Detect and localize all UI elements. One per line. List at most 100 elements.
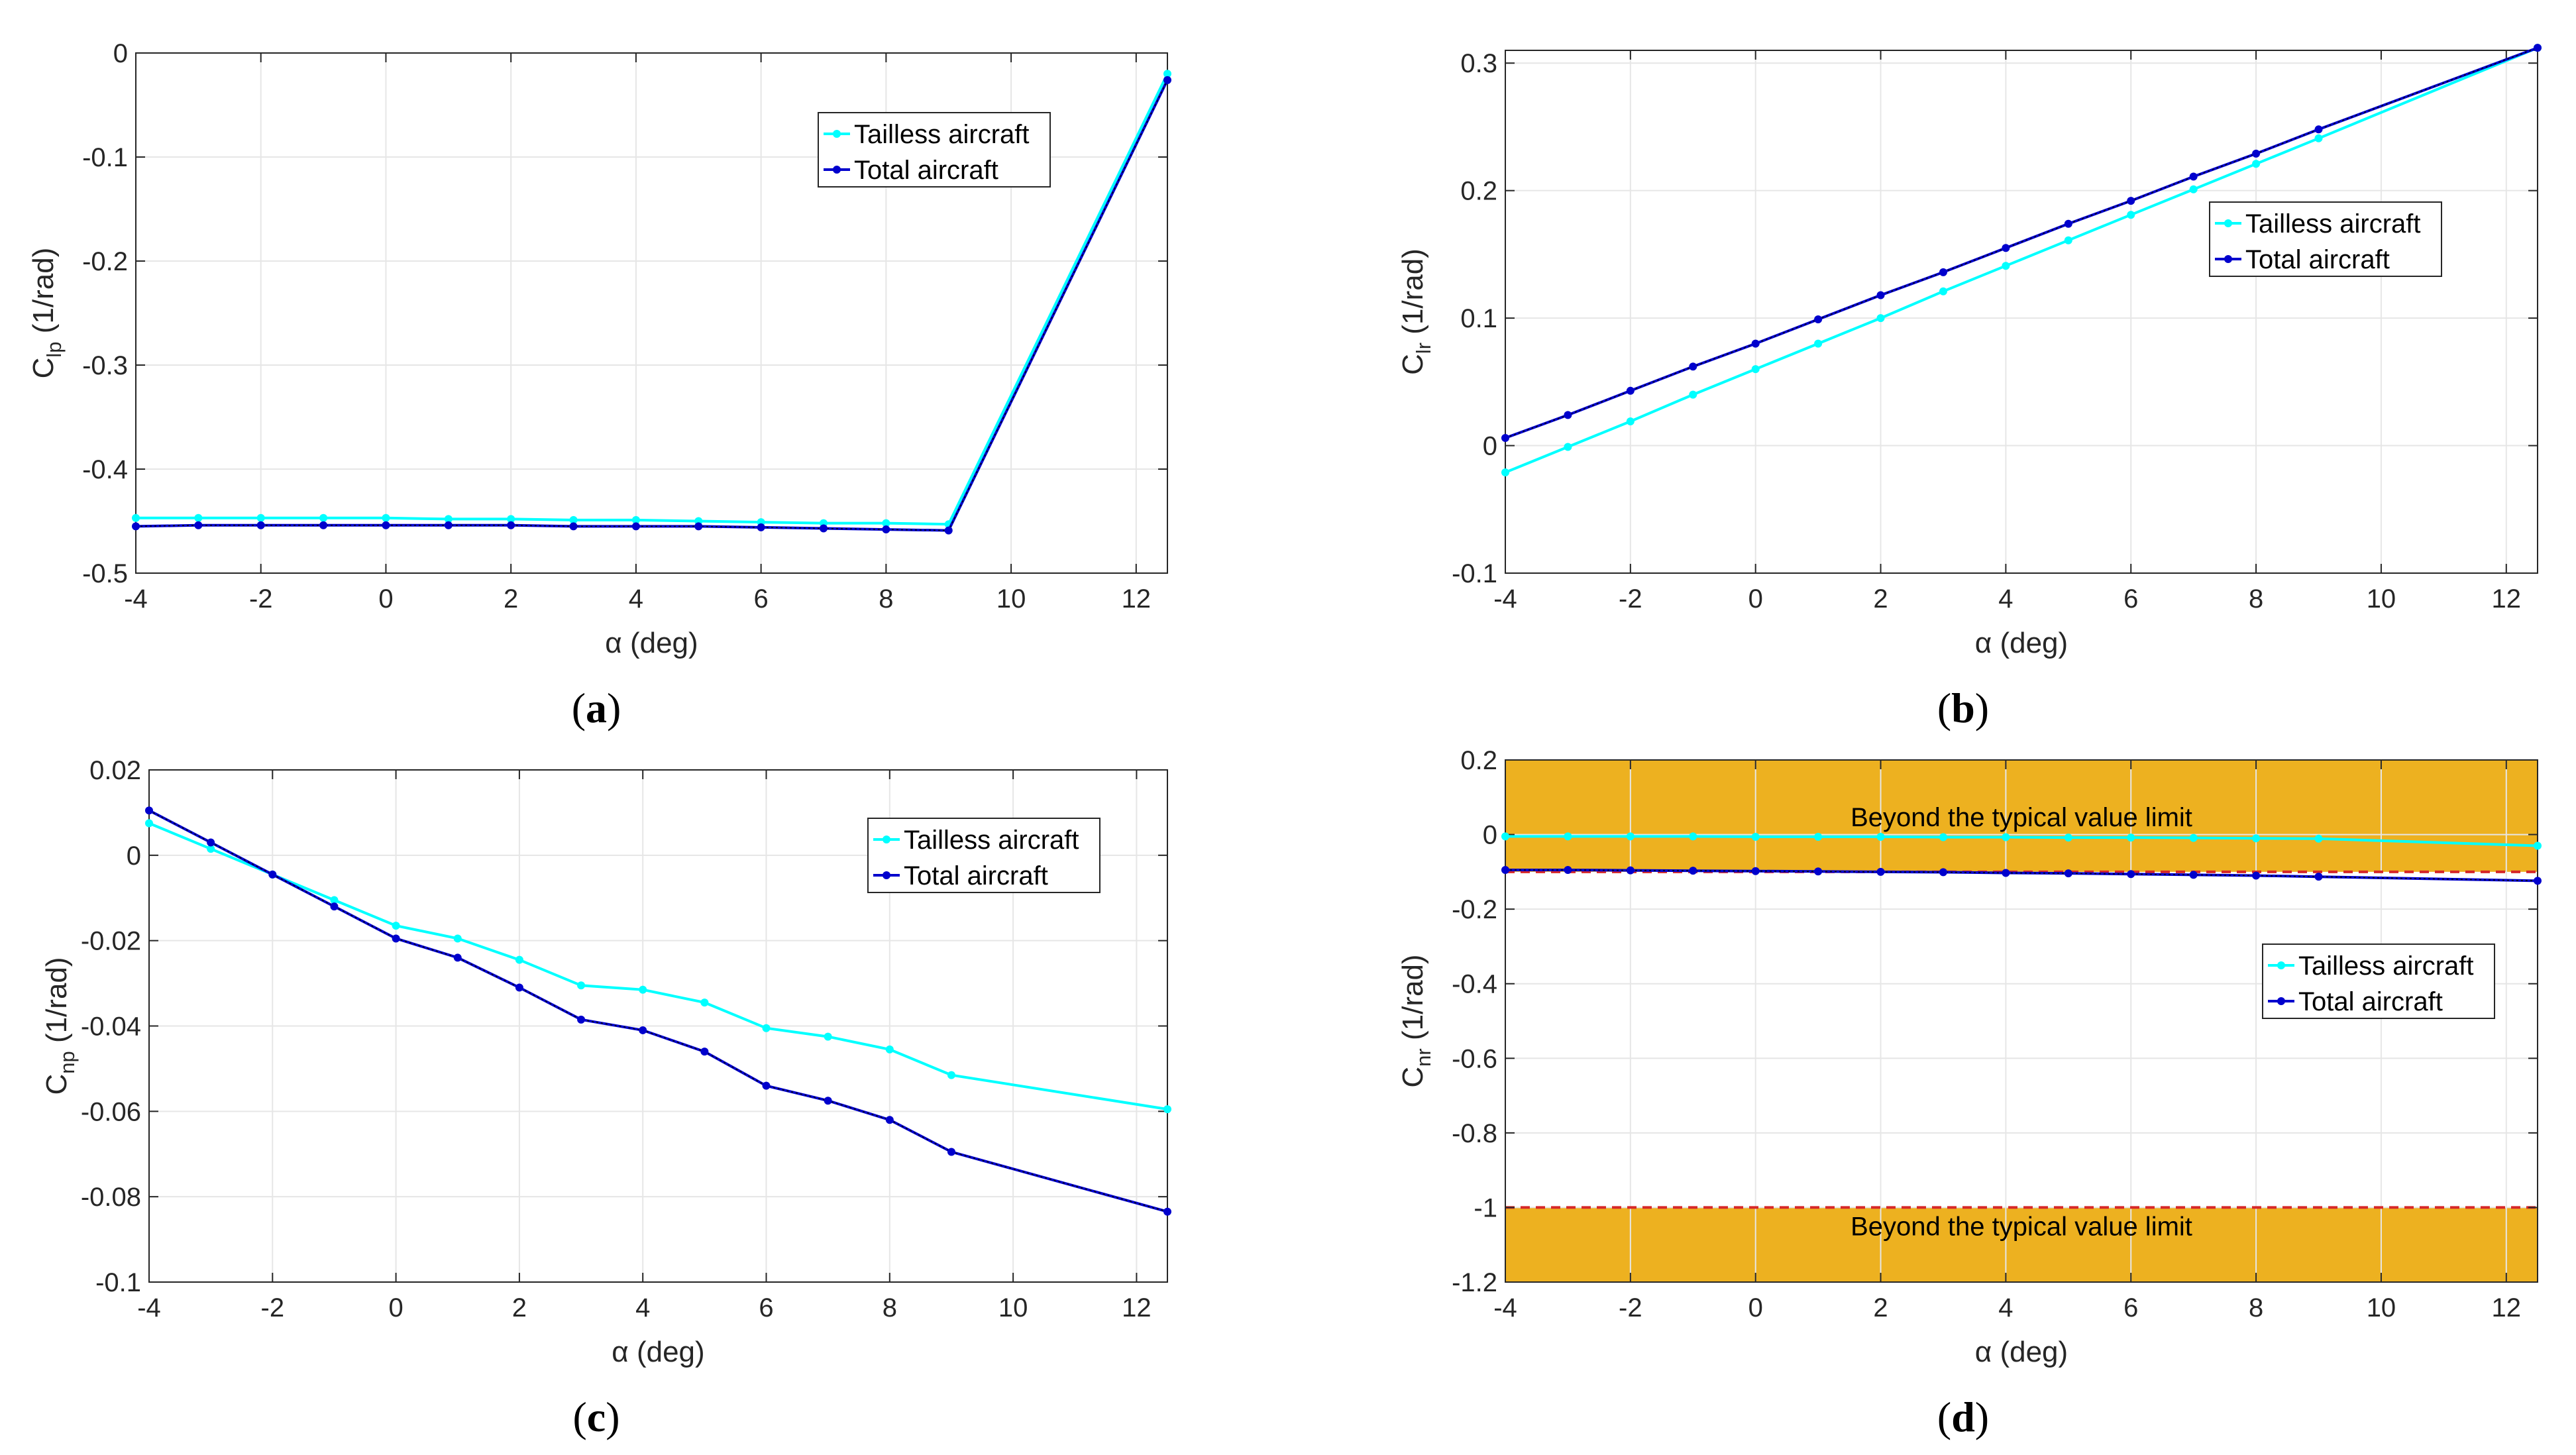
x-tick-label: 10 [998,1293,1028,1322]
data-point [947,1148,955,1156]
legend-swatch-marker [2277,961,2285,969]
x-tick-label: 2 [1873,1293,1888,1322]
data-point [820,524,828,533]
legend-label: Total aircraft [904,861,1048,890]
panel-caption: (d) [1937,1393,1989,1440]
x-tick-label: 10 [2367,1293,2396,1322]
data-point [1501,866,1509,875]
x-tick-label: -2 [249,584,273,614]
legend-box [867,818,1100,893]
data-point [947,1071,955,1079]
panel-c: -4 -2 0 2 4 6 8 10 12 0.02 0 -0.02 -0.04 -0.06 -0.08 -0… [40,756,1171,1440]
x-tick-label: 4 [1998,584,2013,614]
legend-label: Total aircraft [2245,245,2390,274]
x-tick-label: -2 [1619,1293,1642,1322]
data-point [2314,134,2323,142]
y-tick-label: -0.8 [1452,1119,1497,1148]
data-point [207,845,215,853]
data-point [145,806,153,815]
data-point [256,513,265,522]
x-tick-label: 0 [388,1293,403,1322]
panel-caption: (b) [1937,684,1989,731]
caption-letter: b [1951,684,1975,731]
data-point [762,1024,771,1032]
legend: Tailless aircraft Total aircraft [2262,943,2495,1019]
y-tick-label: 0.2 [1460,746,1497,775]
data-point [1751,832,1760,841]
data-point [1501,434,1509,443]
axes-box [135,52,1168,574]
y-tick-label: -0.3 [82,351,128,380]
data-point [1751,339,1760,348]
data-point [515,983,523,992]
y-axis-label: Clp (1/rad) [27,248,66,379]
y-tick-label: -1.2 [1452,1268,1497,1297]
panel-a: -4 -2 0 2 4 6 8 10 12 0 -0.1 -0.2 -0.3 -0.4 -0.5 α (deg… [27,39,1171,731]
data-point [453,934,462,943]
data-point [1163,76,1171,84]
legend-swatch-marker [833,130,841,138]
legend-box [818,112,1051,188]
x-tick-label: 8 [2249,584,2263,614]
data-point [2127,834,2135,842]
y-tick-label: -0.1 [1452,559,1497,588]
x-tick-label: -4 [1493,584,1517,614]
data-point [694,522,703,531]
x-tick-label: 12 [1122,584,1152,614]
data-point [2314,834,2323,843]
legend-label: Tailless aircraft [854,120,1030,149]
data-point [577,1015,586,1024]
x-axis-label: α (deg) [612,1336,704,1368]
data-point [2189,185,2198,193]
x-tick-label: 6 [754,584,769,614]
data-point [1163,70,1171,78]
data-point [885,1116,894,1124]
x-tick-label: 4 [629,584,643,614]
data-point [1501,468,1509,476]
data-point [2534,44,2542,52]
data-point [1626,417,1635,425]
x-tick-label: 12 [2492,1293,2522,1322]
data-point [268,870,277,879]
y-axis-label: Clr (1/rad) [1397,248,1435,375]
data-point [631,515,640,524]
x-tick-label: 0 [378,584,393,614]
legend-swatch-marker [833,166,841,174]
data-point [1689,867,1697,875]
data-point [330,902,339,911]
y-tick-label: -0.06 [81,1097,141,1126]
x-tick-label: -2 [1619,584,1642,614]
legend-swatch-marker [883,835,890,843]
y-axis-label: Cnp (1/rad) [40,957,79,1095]
data-point [382,513,390,522]
legend-swatch-marker [883,871,890,879]
data-point [1564,443,1572,451]
data-point [2189,834,2198,842]
y-tick-label: -0.5 [82,559,128,588]
data-point [569,515,578,524]
y-tick-label: -0.1 [82,143,128,172]
x-tick-label: 6 [759,1293,773,1322]
data-point [2064,219,2072,228]
band-label: Beyond the typical value limit [1851,1212,2192,1241]
series-trend-total [1505,47,2538,439]
data-point [2002,869,2010,877]
data-point [319,513,328,522]
legend-label: Tailless aircraft [2298,951,2474,981]
data-point [1814,339,1823,348]
panel-b: -4 -2 0 2 4 6 8 10 12 0.3 0.2 0.1 0 -0.1 α (deg) Clr (1… [1397,44,2542,731]
data-point [639,985,647,994]
data-point [1876,291,1885,299]
y-label-unit: (1/rad) [1397,954,1429,1048]
x-tick-label: 2 [1873,584,1888,614]
data-point [882,525,890,534]
x-tick-label: 4 [635,1293,650,1322]
legend-swatch-marker [2224,219,2232,227]
x-tick-label: 10 [996,584,1026,614]
limit-band [1505,760,2538,872]
x-tick-label: 6 [2123,1293,2138,1322]
y-tick-label: 0 [1483,432,1497,461]
data-point [885,1045,894,1053]
x-tick-label: 2 [512,1293,527,1322]
y-tick-label: -0.2 [1452,895,1497,924]
